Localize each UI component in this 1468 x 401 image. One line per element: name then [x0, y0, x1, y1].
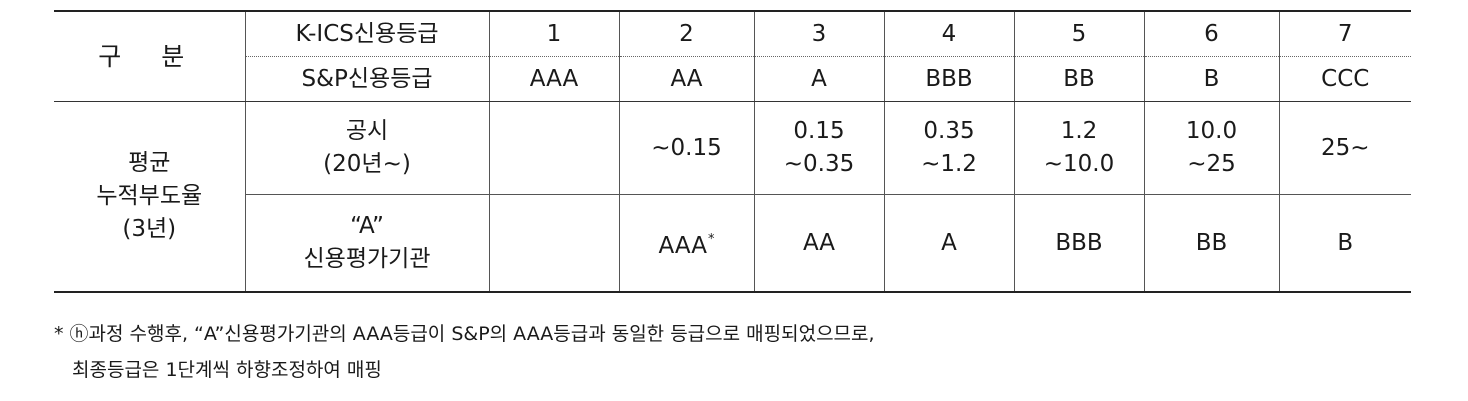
footnote: * ⓗ과정 수행후, “A”신용평가기관의 AAA등급이 S&P의 AAA등급과…: [54, 316, 875, 388]
kics-grade-cell: 6: [1143, 10, 1279, 57]
credit-rating-mapping-table: 구 분 K-ICS신용등급 1 2 3 4 5 6 7 S&P신용등급 AAA …: [54, 10, 1411, 293]
sp-grade-cell: AAA: [488, 56, 619, 102]
avg-default-rate-label: 평균 누적부도율 (3년): [54, 101, 245, 293]
agency-row: “A” 신용평가기관 AAA* AA A BBB BB B: [54, 194, 1411, 293]
value-line: 0.15: [793, 118, 845, 144]
sp-grade-row: S&P신용등급 AAA AA A BBB BB B CCC: [54, 56, 1411, 102]
agency-grade-cell: B: [1278, 194, 1411, 293]
label-line: 신용평가기관: [303, 246, 431, 272]
sp-grade-cell: BBB: [883, 56, 1014, 102]
value-line: ∼25: [1187, 151, 1236, 177]
agency-grade-cell: AA: [753, 194, 884, 293]
label-line: 누적부도율: [96, 183, 203, 209]
sp-grade-cell: AA: [618, 56, 754, 102]
sp-grade-cell: A: [753, 56, 884, 102]
disclosure-value-cell: [488, 101, 619, 195]
sp-grade-cell: CCC: [1278, 56, 1411, 102]
sp-grade-cell: B: [1143, 56, 1279, 102]
sp-label: S&P신용등급: [244, 56, 489, 102]
footnote-line-1: * ⓗ과정 수행후, “A”신용평가기관의 AAA등급이 S&P의 AAA등급과…: [54, 323, 875, 345]
disclosure-value-cell: ∼0.15: [618, 101, 754, 195]
agency-grade-cell: BB: [1143, 194, 1279, 293]
disclosure-value-cell: 0.35 ∼1.2: [883, 101, 1014, 195]
kics-grade-row: 구 분 K-ICS신용등급 1 2 3 4 5 6 7: [54, 10, 1411, 102]
label-line: 공시: [345, 118, 389, 144]
disclosure-row: 평균 누적부도율 (3년) 공시 (20년∼) ∼0.15 0.15 ∼0.35…: [54, 101, 1411, 293]
agency-grade-cell: [488, 194, 619, 293]
value-line: 0.35: [923, 118, 975, 144]
value-line: ∼10.0: [1043, 151, 1115, 177]
kics-grade-cell: 2: [618, 10, 754, 57]
disclosure-value-cell: 10.0 ∼25: [1143, 101, 1279, 195]
disclosure-label: 공시 (20년∼): [244, 101, 489, 195]
disclosure-value-cell: 0.15 ∼0.35: [753, 101, 884, 195]
disclosure-value-cell: 25∼: [1278, 101, 1411, 195]
agency-label: “A” 신용평가기관: [244, 194, 489, 293]
kics-grade-cell: 7: [1278, 10, 1411, 57]
value-line: ∼0.15: [651, 134, 722, 161]
agency-grade-value: AAA: [658, 233, 707, 259]
footnote-mark: *: [707, 232, 715, 247]
label-line: “A”: [350, 213, 384, 239]
value-line: ∼0.35: [783, 151, 855, 177]
kics-grade-cell: 5: [1013, 10, 1144, 57]
disclosure-value-cell: 1.2 ∼10.0: [1013, 101, 1144, 195]
footnote-line-2: 최종등급은 1단계씩 하향조정하여 매핑: [72, 359, 382, 381]
label-line: 평균: [128, 150, 171, 176]
value-line: 25∼: [1320, 134, 1370, 161]
kics-grade-cell: 4: [883, 10, 1014, 57]
agency-grade-cell: AAA*: [618, 194, 754, 293]
kics-grade-cell: 3: [753, 10, 884, 57]
value-line: ∼1.2: [921, 151, 977, 177]
gubun-header: 구 분: [54, 10, 245, 102]
sp-grade-cell: BB: [1013, 56, 1144, 102]
kics-grade-cell: 1: [488, 10, 619, 57]
value-line: 10.0: [1185, 118, 1238, 144]
kics-label: K-ICS신용등급: [244, 10, 489, 57]
agency-grade-cell: BBB: [1013, 194, 1144, 293]
label-line: (20년∼): [323, 151, 411, 177]
label-line: (3년): [122, 216, 177, 242]
agency-grade-cell: A: [883, 194, 1014, 293]
value-line: 1.2: [1060, 118, 1098, 144]
